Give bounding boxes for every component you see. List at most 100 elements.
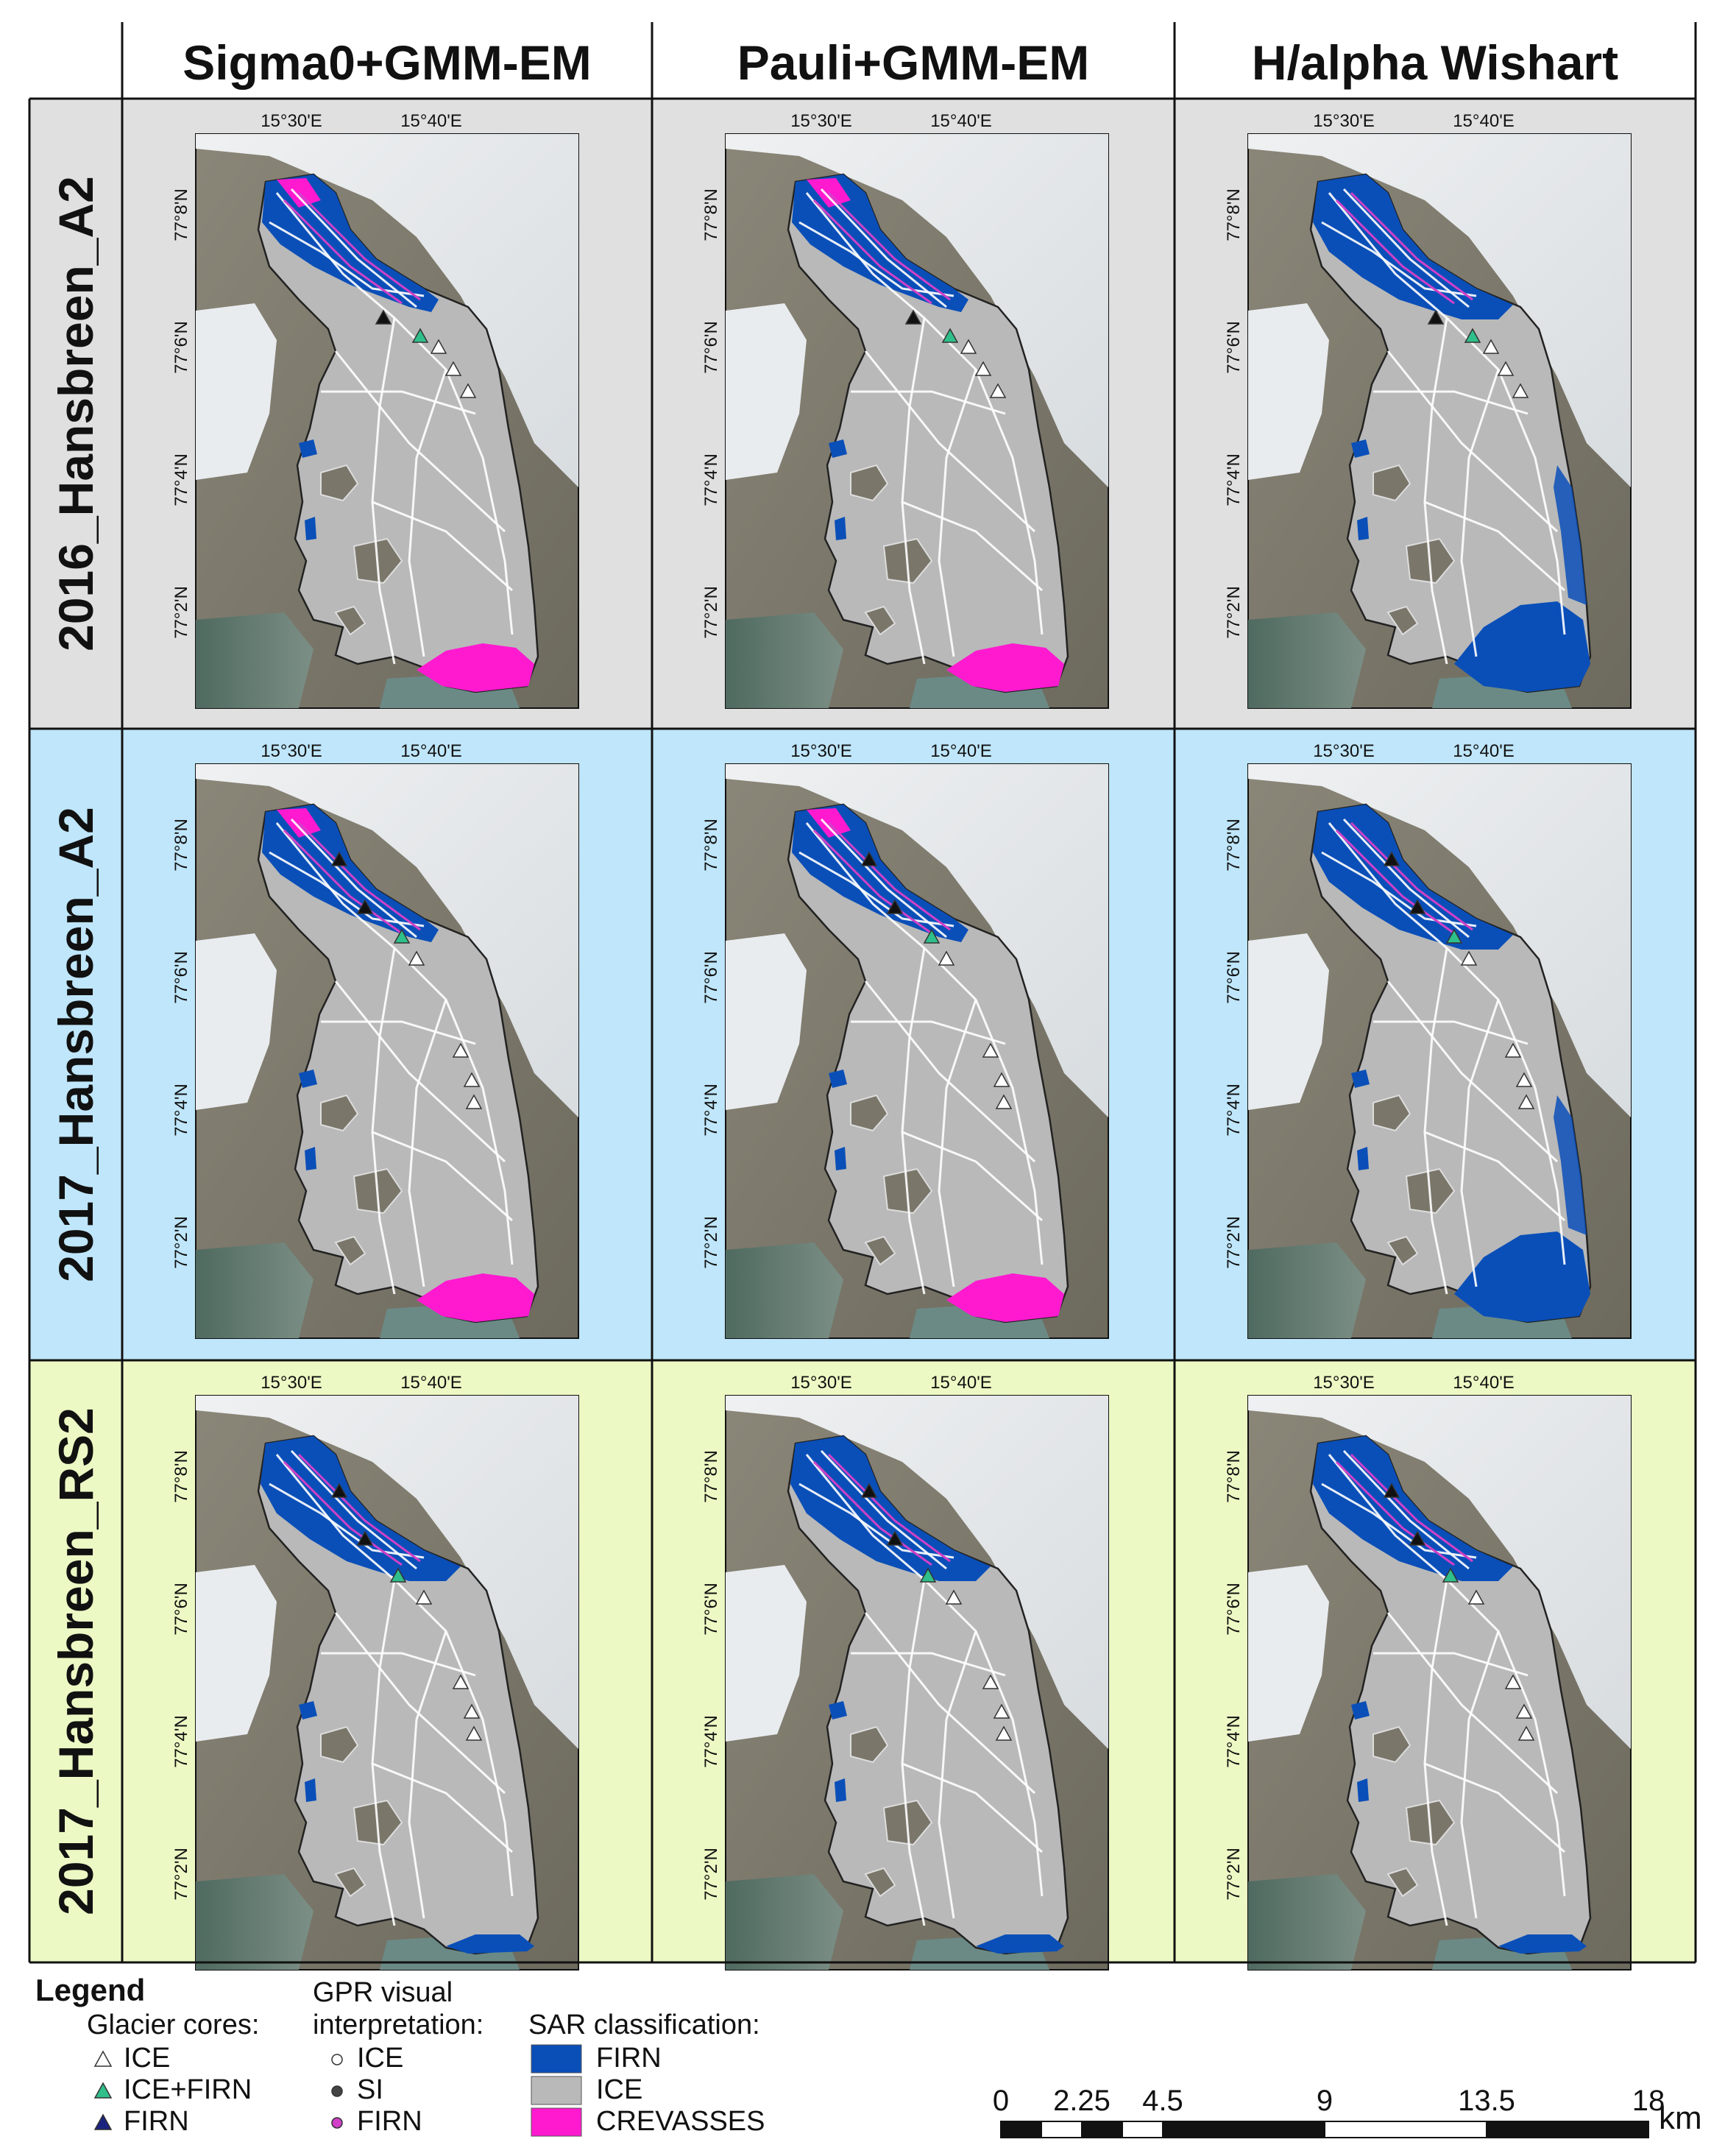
firn-class-area	[1357, 1778, 1369, 1802]
core-firn-label: FIRN	[124, 2106, 189, 2137]
gpr-track	[1373, 1652, 1529, 1677]
gpr-track	[851, 390, 1006, 415]
gpr-track	[1460, 369, 1500, 657]
firn-class-area	[835, 517, 846, 540]
gpr-track	[938, 999, 977, 1287]
map-panel: 15°30'E 15°40'E 77°8'N 77°6'N 77°4'N 77°2'N	[171, 111, 579, 709]
core-ice-icon	[1517, 1725, 1535, 1741]
latitude-label: 77°8'N	[1224, 819, 1244, 872]
latitude-label: 77°8'N	[701, 819, 721, 872]
core-ice-icon	[1515, 1072, 1533, 1087]
nunatak	[1372, 1725, 1411, 1764]
latitude-label: 77°4'N	[1224, 1084, 1244, 1137]
sar-firn-label: FIRN	[596, 2043, 662, 2074]
core-ice-icon	[993, 1072, 1010, 1087]
scale-bar-segment	[1041, 2121, 1083, 2138]
latitude-label: 77°2'N	[701, 1848, 721, 1901]
gpr-track	[334, 980, 506, 1163]
gpr-firn-track	[827, 1453, 951, 1563]
sar-crevasses-swatch	[531, 2107, 582, 2137]
gpr-track	[269, 221, 425, 297]
gpr-firn-track	[297, 1453, 421, 1563]
map-panel: 15°30'E 15°40'E 77°8'N 77°6'N 77°4'N 77°2'N	[171, 1373, 579, 1971]
core-icefirn-icon	[923, 928, 941, 944]
gpr-si-label: SI	[357, 2074, 383, 2105]
gpr-track	[1424, 1762, 1565, 1853]
latitude-label: 77°8'N	[1224, 188, 1244, 241]
gpr-track	[334, 350, 506, 533]
firn-class-area	[299, 439, 317, 458]
core-icefirn-icon	[1442, 1567, 1459, 1583]
gpr-track	[408, 1630, 447, 1919]
latitude-label: 77°4'N	[171, 1715, 191, 1768]
core-ice-icon	[1504, 1042, 1522, 1058]
latitude-label: 77°4'N	[701, 1715, 721, 1768]
map-panel: 15°30'E 15°40'E 77°8'N 77°6'N 77°4'N 77°2'N	[1224, 1373, 1632, 1971]
snowfield	[726, 134, 1108, 487]
gpr-firn-track	[812, 829, 932, 935]
firn-class-area	[305, 1778, 316, 1802]
gpr-heading-2: interpretation:	[313, 2010, 484, 2040]
longitude-label: 15°30'E	[261, 741, 322, 761]
gpr-firn-track	[827, 191, 951, 301]
gpr-track	[1460, 1630, 1500, 1919]
core-firn-icon	[1409, 1530, 1426, 1546]
latitude-label: 77°2'N	[171, 1848, 191, 1901]
glacier-group	[787, 1435, 1069, 1955]
gpr-firn-track	[297, 821, 421, 931]
longitude-label: 15°30'E	[261, 111, 322, 131]
latitude-label: 77°6'N	[1224, 1583, 1244, 1636]
snowfield	[196, 764, 578, 1117]
sar-ice-swatch	[531, 2076, 582, 2105]
nunatak	[850, 1094, 889, 1132]
gpr-track	[408, 999, 447, 1287]
legend-title: Legend	[35, 1973, 146, 2007]
glacier-ice-class	[1309, 1435, 1592, 1955]
snowfield	[196, 1396, 578, 1749]
firn-class-area	[829, 1701, 847, 1720]
latitude-label: 77°8'N	[171, 1450, 191, 1503]
gpr-track	[1386, 350, 1559, 533]
snowfield-west	[196, 1565, 277, 1742]
gpr-track	[408, 369, 447, 657]
latitude-label: 77°4'N	[171, 1084, 191, 1137]
sea-west	[726, 612, 843, 708]
gpr-firn-track	[812, 199, 932, 305]
snowfield-west	[726, 933, 807, 1110]
latitude-label: 77°4'N	[701, 453, 721, 506]
triangle-green-icon	[93, 2082, 113, 2099]
gpr-track	[902, 501, 1043, 592]
snowfield-west	[1248, 933, 1329, 1110]
gpr-track	[851, 1652, 1006, 1677]
glacier-cores-heading: Glacier cores:	[87, 2010, 260, 2040]
crevasses-class-area	[946, 643, 1064, 692]
glacier-group	[257, 1435, 539, 1955]
core-icefirn-icon	[919, 1567, 937, 1583]
gpr-firn-track	[1335, 1460, 1455, 1566]
gpr-track	[372, 1131, 513, 1222]
latitude-label: 77°2'N	[701, 586, 721, 639]
latitude-label: 77°2'N	[171, 586, 191, 639]
glacier-ice-class	[257, 173, 539, 693]
gpr-firn-track	[1350, 1453, 1473, 1563]
latitude-label: 77°6'N	[171, 951, 191, 1004]
snowfield-west	[1248, 303, 1329, 480]
firn-class-area	[829, 1070, 847, 1088]
nunatak	[1386, 1867, 1419, 1898]
gpr-firn-track	[283, 829, 403, 935]
firn-class-area	[1498, 1934, 1587, 1954]
core-firn-icon	[1383, 851, 1400, 866]
gpr-firn-track	[812, 1460, 932, 1566]
firn-class-area	[1357, 517, 1369, 540]
latitude-label: 77°4'N	[701, 1084, 721, 1137]
crevasses-class-area	[417, 1273, 534, 1322]
gpr-track	[1373, 1020, 1529, 1045]
core-icefirn-icon	[389, 1567, 407, 1583]
snowfield	[1248, 1396, 1631, 1749]
gpr-track	[372, 1762, 513, 1853]
longitude-label: 15°40'E	[400, 1373, 462, 1393]
glacier-group	[257, 803, 539, 1323]
latitude-label: 77°6'N	[171, 1583, 191, 1636]
gpr-track	[938, 369, 977, 657]
